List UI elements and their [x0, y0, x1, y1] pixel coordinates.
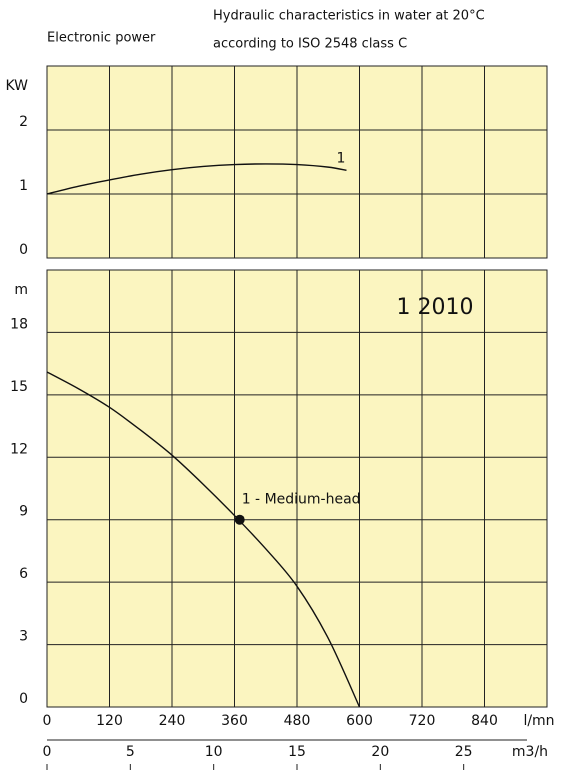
x-tick-label: 240 — [159, 713, 186, 729]
x-tick-label: 720 — [409, 713, 436, 729]
x-axis-label: l/mn — [523, 713, 554, 729]
series-line — [46, 163, 347, 195]
x2-axis-label: m3/h — [512, 744, 548, 760]
series-line — [46, 371, 361, 708]
operating-point — [234, 514, 245, 525]
y-axis-label: m — [14, 282, 28, 298]
x-tick-label: 480 — [284, 713, 311, 729]
x-tick-label: 600 — [346, 713, 373, 729]
panel-title: Electronic power — [47, 31, 156, 46]
y-axis-label: KW — [5, 78, 28, 94]
x-tick-label: 840 — [471, 713, 498, 729]
y-tick-label: 1 — [19, 178, 28, 194]
x2-tick-label: 25 — [455, 744, 473, 760]
y-tick-label: 0 — [19, 242, 28, 258]
x2-tick-label: 5 — [126, 744, 135, 760]
y-tick-label: 9 — [19, 504, 28, 520]
x-tick-label: 120 — [96, 713, 123, 729]
y-tick-label: 3 — [19, 629, 28, 645]
y-tick-label: 18 — [10, 316, 28, 332]
y-tick-label: 0 — [19, 691, 28, 707]
y-tick-label: 6 — [19, 566, 28, 582]
y-tick-label: 12 — [10, 441, 28, 457]
y-tick-label: 15 — [10, 379, 28, 395]
y-tick-label: 2 — [19, 114, 28, 130]
x2-tick-label: 0 — [43, 744, 52, 760]
x-tick-label: 360 — [221, 713, 248, 729]
header-line: according to ISO 2548 class C — [213, 37, 407, 52]
panel-title: 1 2010 — [397, 295, 474, 320]
x-tick-label: 0 — [43, 713, 52, 729]
x2-tick-label: 10 — [205, 744, 223, 760]
header-line: Hydraulic characteristics in water at 20… — [213, 9, 485, 24]
x2-tick-label: 20 — [371, 744, 389, 760]
series-label: 1 — [336, 150, 345, 166]
series-label: 1 - Medium-head — [242, 492, 361, 508]
x2-tick-label: 15 — [288, 744, 306, 760]
